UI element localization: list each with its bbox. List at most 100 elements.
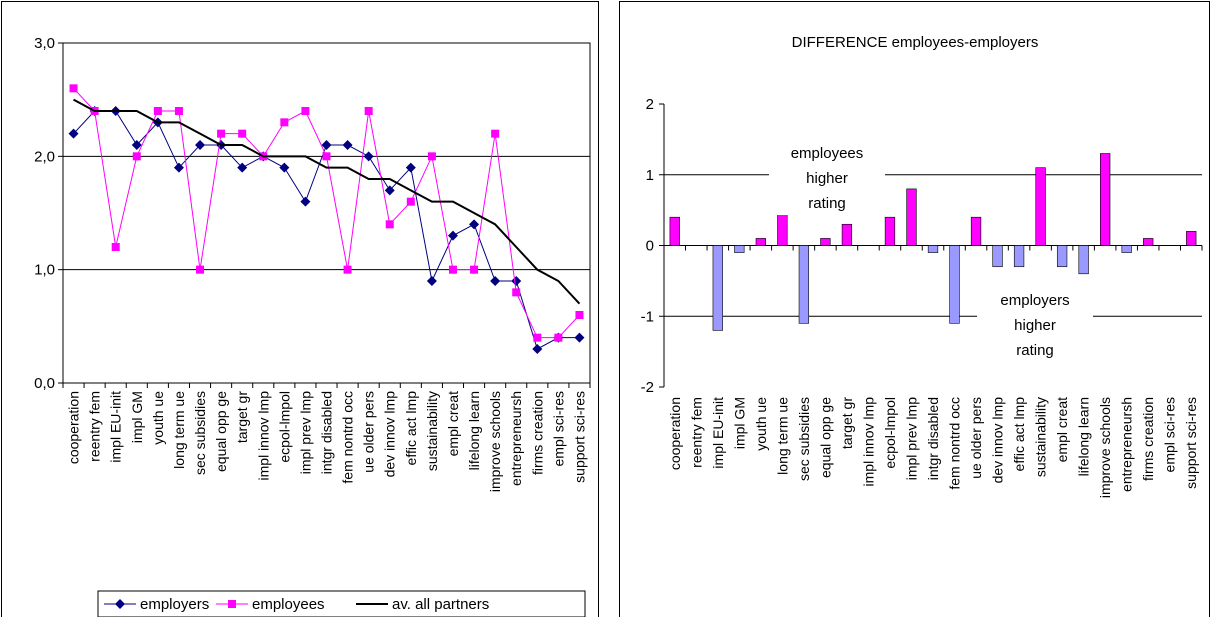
- data-point-employees: [280, 118, 289, 127]
- bar-target-gr: [841, 223, 853, 246]
- data-point-employees: [132, 152, 141, 161]
- x-category-label: impl prev lmp: [903, 397, 919, 480]
- legend-label: av. all partners: [392, 596, 489, 613]
- data-point-employees: [217, 129, 226, 138]
- annotation-employers-higher: employers: [1000, 292, 1069, 309]
- y-tick-label: -2: [641, 379, 654, 396]
- annotation-background: [977, 283, 1093, 362]
- x-category-label: dev innov lmp: [382, 391, 398, 478]
- bar-sustainability: [1035, 167, 1046, 246]
- x-category-label: fem nontrd occ: [947, 397, 963, 490]
- data-point-employees: [470, 265, 479, 274]
- x-category-label: empl creat: [1054, 397, 1070, 462]
- y-tick-label: -1: [641, 308, 654, 325]
- data-point-employees: [196, 265, 205, 274]
- bar-dev-innov-lmp: [992, 245, 1003, 268]
- data-point-employers: [469, 219, 480, 230]
- data-point-employers: [426, 276, 437, 286]
- x-category-label: fem nontrd occ: [340, 391, 356, 484]
- y-tick-label: 1: [646, 167, 654, 184]
- annotation-employers-higher: higher: [1014, 317, 1056, 334]
- left-chart-frame: [1, 1, 599, 617]
- x-category-label: effic act lmp: [1011, 397, 1027, 472]
- y-tick-label: 2,0: [34, 148, 55, 165]
- ratings-line-chart: 0,0 1,0 2,0 3,0 cooperation reentry fem impl E…: [34, 35, 591, 617]
- bar-impl-prev-lmp: [906, 188, 917, 246]
- data-point-employees: [153, 107, 162, 115]
- bar-fem-nontrd-occ: [949, 245, 960, 324]
- x-category-label: equal opp ge: [817, 397, 833, 478]
- data-point-employees: [385, 220, 394, 229]
- x-category-label: long term ue: [774, 397, 790, 475]
- x-category-label: reentry fem: [87, 391, 103, 462]
- bar-effic-act-lmp: [1013, 245, 1025, 268]
- legend-box: [97, 590, 586, 617]
- bar-lifelong-learn: [1078, 245, 1089, 275]
- legend: employers employees av. all partners: [97, 590, 586, 617]
- data-point-employees: [575, 311, 584, 319]
- bar-equal-opp-ge: [820, 238, 831, 246]
- x-category-label: lifelong learn: [1076, 397, 1092, 476]
- x-category-label: sec subsidies: [796, 397, 812, 481]
- x-category-label: impl innov lmp: [860, 397, 876, 487]
- bar-sec-subsidies: [798, 245, 810, 324]
- x-category-label: cooperation: [667, 397, 683, 470]
- data-point-employers: [342, 140, 353, 150]
- bar-impl-eu-init: [712, 245, 723, 331]
- data-point-employers: [173, 162, 184, 173]
- x-category-label: sec subsidies: [192, 391, 208, 475]
- x-category-label: target gr: [234, 391, 250, 443]
- data-point-employees: [111, 243, 120, 251]
- x-category-label: impl prev lmp: [297, 391, 313, 474]
- data-point-employers: [195, 140, 206, 150]
- data-point-employers: [321, 140, 332, 150]
- x-category-label: intgr disabled: [319, 391, 335, 474]
- data-point-employees: [406, 197, 415, 206]
- data-point-employees: [491, 129, 500, 138]
- x-category-label: sustainability: [424, 391, 440, 471]
- bar-intgr-disabled: [927, 245, 939, 253]
- series-line-av-all-partners: [73, 98, 581, 305]
- legend-label: employees: [252, 596, 325, 613]
- series-line-employees: [73, 87, 580, 339]
- data-point-employers: [447, 230, 458, 241]
- legend-label: employers: [140, 596, 209, 613]
- x-category-label: impl EU-init: [108, 391, 124, 463]
- bar-ue-older-pers: [970, 216, 982, 246]
- bar-entrepreneursh: [1121, 245, 1132, 253]
- data-point-employees: [322, 152, 331, 161]
- bar-cooperation: [669, 216, 680, 246]
- data-point-employees: [238, 129, 247, 138]
- x-category-label: empl sci-res: [550, 391, 566, 466]
- x-category-label: firms creation: [529, 391, 545, 475]
- data-point-employers: [68, 128, 79, 139]
- x-category-label: empl sci-res: [1162, 397, 1178, 472]
- x-category-label: youth ue: [753, 397, 769, 451]
- x-category-label: empl creat: [445, 391, 461, 456]
- data-point-employers: [363, 151, 374, 162]
- y-tick-label: 0: [646, 238, 654, 255]
- annotation-employees-higher: employees: [791, 145, 864, 162]
- y-tick-label: 1,0: [34, 262, 55, 279]
- data-point-employers: [384, 185, 395, 196]
- x-category-label: improve schools: [487, 391, 503, 492]
- data-point-employees: [343, 265, 352, 274]
- bar-improve-schools: [1100, 153, 1111, 246]
- data-point-employers: [511, 276, 522, 286]
- plot-area: [62, 42, 591, 384]
- x-category-label: intgr disabled: [925, 397, 941, 480]
- bar-ecpol-lmpol: [884, 216, 896, 246]
- x-category-label: ue older pers: [361, 391, 377, 473]
- x-category-label: target gr: [839, 397, 855, 449]
- data-point-employers: [279, 162, 290, 173]
- annotation-employees-higher: rating: [808, 195, 846, 212]
- bar-youth-ue: [755, 238, 766, 246]
- x-category-label: ecpol-lmpol: [276, 391, 292, 463]
- data-point-employers: [131, 140, 142, 150]
- x-category-label: firms creation: [1140, 397, 1156, 481]
- x-category-label: support sci-res: [1183, 397, 1199, 489]
- data-point-employers: [300, 196, 311, 207]
- annotation-employers-higher: rating: [1016, 342, 1054, 359]
- data-point-employees: [512, 288, 521, 297]
